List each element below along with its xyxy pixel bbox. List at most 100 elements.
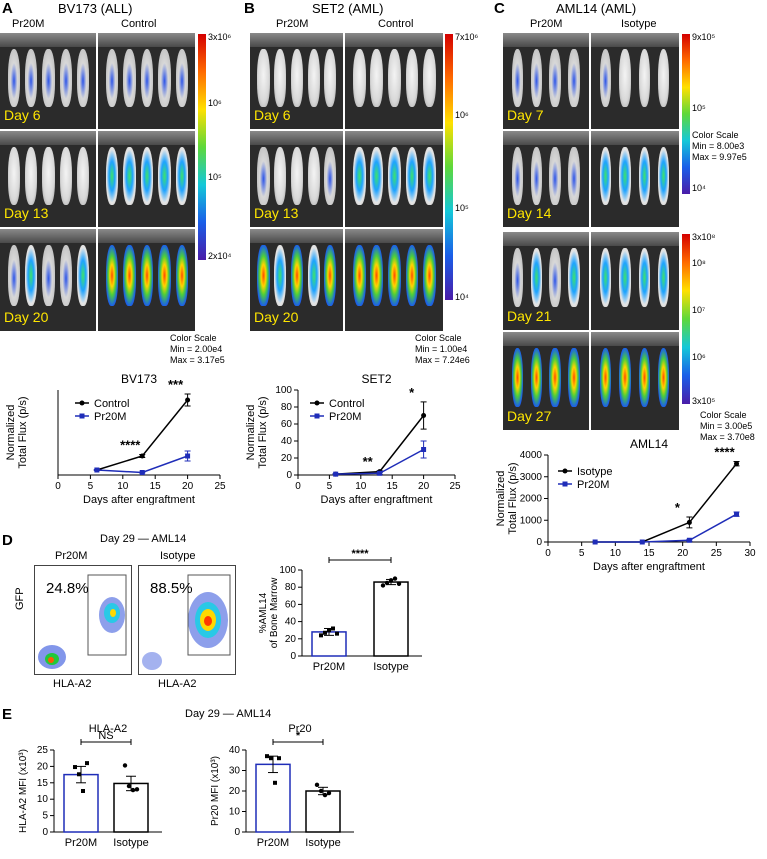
legend-marker	[79, 413, 85, 419]
y-tick-label: 10	[229, 807, 241, 818]
flow-pct: 88.5%	[150, 580, 193, 597]
x-axis-label: Days after engraftment	[83, 494, 195, 505]
data-point	[734, 511, 740, 517]
y-tick-label: 0	[536, 537, 542, 548]
flow-right-label: Isotype	[160, 550, 196, 562]
bli-image-b-control-day20	[345, 229, 443, 331]
legend-marker	[79, 400, 85, 406]
significance-marker: ***	[168, 377, 184, 392]
flow-ylabel: GFP	[14, 587, 26, 610]
data-point	[392, 576, 398, 581]
data-point	[139, 453, 145, 459]
note-line: Color Scale	[700, 410, 747, 420]
flow-plot-isotype: 88.5%	[138, 565, 236, 675]
bar-isotype	[373, 581, 409, 657]
y-axis-label: %AML14	[258, 592, 269, 633]
legend-label: Pr20M	[329, 411, 361, 423]
x-tick-label: 30	[744, 548, 756, 559]
note-line: Min = 3.00e5	[700, 421, 753, 431]
category-label: Pr20M	[313, 661, 345, 673]
panel-a-title: BV173 (ALL)	[58, 1, 133, 16]
legend-label: Isotype	[577, 466, 612, 478]
panel-letter-e: E	[2, 706, 13, 723]
note-line: Color Scale	[415, 333, 462, 343]
color-scale-note-a: Color Scale Min = 2.00e4 Max = 3.17e5	[170, 333, 225, 366]
data-point	[126, 783, 132, 789]
data-point	[384, 580, 390, 586]
day-label: Day 14	[507, 205, 552, 221]
bli-image-b-pr20m-day6: Day 6	[250, 33, 343, 129]
y-tick-label: 4000	[520, 450, 543, 461]
significance-marker: *	[675, 500, 681, 515]
bli-image-a-pr20m-day6: Day 6	[0, 33, 96, 129]
bli-image-b-control-day13	[345, 131, 443, 227]
day-label: Day 13	[254, 205, 299, 221]
note-line: Min = 2.00e4	[170, 344, 223, 354]
x-tick-label: 15	[387, 481, 399, 492]
chart-title: BV173	[121, 372, 157, 386]
x-tick-label: 5	[88, 481, 94, 492]
significance-marker: **	[363, 454, 374, 469]
data-point	[333, 471, 339, 477]
legend-marker	[314, 413, 320, 419]
y-tick-label: 30	[229, 766, 241, 777]
chart-title: SET2	[361, 372, 391, 386]
legend-label: Control	[94, 398, 129, 410]
x-tick-label: 20	[418, 481, 430, 492]
data-point	[319, 633, 323, 638]
y-tick-label: 25	[37, 745, 49, 756]
data-point	[421, 413, 427, 418]
y-tick-label: 0	[290, 651, 296, 662]
data-point	[314, 782, 320, 788]
y-tick-label: 40	[229, 745, 241, 756]
data-point	[335, 631, 339, 636]
chart-set2: 0 5 10 15 20 25 0 20 40 60 80 100 SET2 Days after eng…	[245, 372, 461, 505]
color-scale-note-c2: Color Scale Min = 3.00e5 Max = 3.70e8	[700, 410, 755, 443]
x-tick-label: 10	[355, 481, 367, 492]
legend-marker	[562, 481, 568, 487]
day-label: Day 6	[4, 107, 41, 123]
x-tick-label: 15	[643, 548, 655, 559]
bli-image-b-control-day6	[345, 33, 443, 129]
scale-tick: 10⁶	[455, 110, 469, 120]
data-point	[273, 780, 277, 785]
data-point	[592, 539, 598, 545]
y-axis-label: Total Flux (p/s)	[17, 396, 29, 468]
y-tick-label: 0	[234, 827, 240, 838]
y-axis-label: of Bone Marrow	[269, 577, 280, 648]
chart-bv173: 0 5 10 15 20 25 BV173 Days after engraftment Nor…	[5, 372, 226, 505]
flow-left-label: Pr20M	[55, 550, 88, 562]
flow-xlabel-right: HLA-A2	[158, 678, 197, 690]
y-axis-label: Total Flux (p/s)	[507, 462, 519, 534]
y-axis-label: HLA-A2 MFI (x10³)	[18, 749, 29, 833]
y-axis-label: Pr20 MFI (x10³)	[210, 756, 221, 826]
chart-title: HLA-A2	[89, 723, 128, 735]
note-line: Color Scale	[170, 333, 217, 343]
bar-isotype	[305, 790, 341, 833]
category-label: Pr20M	[257, 837, 289, 849]
x-axis-label: Days after engraftment	[321, 494, 433, 505]
significance-marker: ****	[714, 445, 735, 460]
chart-hla-a2-mfi: 0 5 10 15 20 25 HLA-A2 HLA-A2 MFI (x10³) Pr20M Is…	[18, 723, 162, 849]
color-scale-note-c1: Color Scale Min = 8.00e3 Max = 9.97e5	[692, 130, 747, 163]
note-line: Min = 1.00e4	[415, 344, 468, 354]
y-tick-label: 20	[37, 761, 49, 772]
bli-image-c-isotype-day21	[591, 232, 679, 330]
note-line: Max = 3.70e8	[700, 432, 755, 442]
y-tick-label: 100	[279, 565, 296, 576]
day-label: Day 6	[254, 107, 291, 123]
scale-tick: 9x10⁵	[692, 32, 716, 42]
day-label: Day 21	[507, 308, 552, 324]
y-tick-label: 60	[285, 599, 297, 610]
y-axis-label: Normalized	[5, 405, 17, 461]
data-point	[734, 461, 740, 467]
scale-tick: 10⁶	[692, 352, 706, 362]
scale-tick: 3x10⁶	[208, 32, 232, 42]
panel-letter-c: C	[494, 0, 505, 17]
scale-tick: 10⁸	[692, 258, 706, 268]
data-point	[421, 447, 427, 452]
y-axis-label: Normalized	[245, 405, 257, 461]
data-point	[265, 754, 269, 759]
bli-image-c-isotype-day7	[591, 33, 679, 129]
flow-pct: 24.8%	[46, 580, 89, 597]
